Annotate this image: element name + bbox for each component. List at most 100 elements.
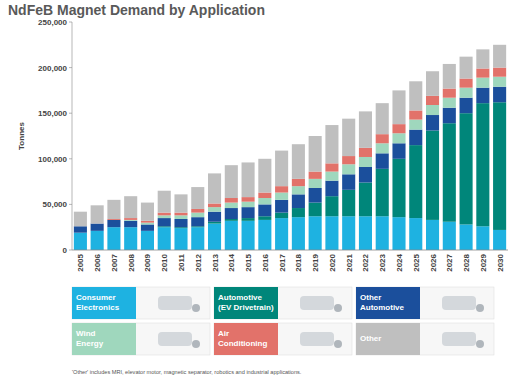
x-tick-label: 2024	[395, 253, 404, 271]
x-tick-label: 2006	[93, 253, 102, 271]
bar	[191, 209, 204, 213]
bar	[426, 115, 439, 131]
bar	[174, 215, 187, 219]
bar	[292, 194, 305, 208]
bar	[309, 179, 322, 188]
bar	[158, 215, 171, 218]
bar	[342, 216, 355, 250]
bar	[493, 87, 506, 103]
legend-item: Automotive(EV Drivetrain)	[214, 287, 352, 319]
x-tick-label: 2010	[160, 253, 169, 271]
x-tick-label: 2019	[311, 253, 320, 271]
legend-swatch	[356, 287, 420, 319]
legend-box	[214, 323, 352, 355]
legend-label-line: Conditioning	[218, 339, 267, 348]
y-axis	[72, 22, 73, 250]
legend-label: OtherAutomotive	[360, 293, 405, 312]
x-tick-label: 2013	[211, 253, 220, 271]
y-tick	[69, 67, 72, 68]
bar	[325, 216, 338, 250]
bar	[141, 221, 154, 223]
bar	[392, 90, 405, 124]
bar	[325, 125, 338, 163]
x-tick-label: 2005	[76, 253, 85, 271]
bar	[426, 105, 439, 115]
bar	[107, 220, 120, 227]
bar	[342, 164, 355, 174]
legend-label-line: Electronics	[76, 303, 120, 312]
bar	[376, 103, 389, 134]
bar	[493, 68, 506, 77]
bar	[409, 110, 422, 119]
x-tick-label: 2022	[361, 253, 370, 271]
legend-label-line: Wind	[76, 329, 96, 338]
y-tick-label: 0	[63, 246, 68, 255]
bar	[443, 108, 456, 124]
x-tick-label: 2026	[429, 253, 438, 271]
bar	[292, 186, 305, 194]
bar	[275, 193, 288, 200]
bar	[376, 169, 389, 216]
legend-swatch	[72, 287, 136, 319]
legend-label-line: Automotive	[218, 293, 263, 302]
bar	[91, 224, 104, 231]
x-tick-label: 2012	[194, 253, 203, 271]
bar	[443, 123, 456, 221]
bar	[460, 98, 473, 114]
x-tick-label: 2018	[294, 253, 303, 271]
x-tick-label: 2007	[110, 253, 119, 271]
bar	[208, 207, 221, 212]
bar	[426, 96, 439, 105]
bar	[174, 194, 187, 212]
bar	[258, 198, 271, 204]
bar	[174, 213, 187, 216]
bar	[107, 219, 120, 220]
bar	[292, 144, 305, 179]
bar	[426, 131, 439, 220]
footnote: 'Other' includes MRI, elevator motor, ma…	[72, 369, 302, 375]
bar	[292, 208, 305, 217]
x-tick-label: 2014	[227, 253, 236, 271]
bar	[124, 221, 137, 227]
y-tick-label: 100,000	[38, 155, 67, 164]
bar	[275, 218, 288, 250]
bar	[325, 163, 338, 171]
bar	[443, 98, 456, 108]
legend-icon	[158, 332, 192, 346]
legend-item: AirConditioning	[214, 323, 352, 355]
legend-label-line: (EV Drivetrain)	[218, 303, 274, 312]
bar	[258, 159, 271, 193]
y-tick	[69, 158, 72, 159]
bar	[158, 213, 171, 216]
bar	[443, 64, 456, 89]
y-tick	[69, 22, 72, 23]
x-tick-label: 2028	[462, 253, 471, 271]
x-tick-label: 2016	[261, 253, 270, 271]
legend-item: ConsumerElectronics	[72, 287, 210, 319]
legend-icon	[334, 304, 342, 312]
bar	[460, 224, 473, 250]
bar	[242, 221, 255, 250]
legend-box	[356, 323, 494, 355]
bar	[309, 216, 322, 250]
x-tick-label: 2015	[244, 253, 253, 271]
legend-swatch	[214, 287, 278, 319]
bar	[376, 216, 389, 250]
bar	[342, 174, 355, 190]
bar	[409, 145, 422, 218]
chart: NdFeB Magnet Demand by ApplicationTonnes…	[0, 0, 519, 390]
bar	[325, 181, 338, 197]
bar	[342, 119, 355, 156]
bar	[359, 148, 372, 157]
bar	[493, 45, 506, 68]
legend-icon	[476, 340, 484, 348]
bar	[242, 202, 255, 207]
x-tick-label: 2009	[143, 253, 152, 271]
bar	[191, 217, 204, 226]
y-tick-label: 200,000	[38, 64, 67, 73]
bar	[275, 186, 288, 192]
legend-icon	[158, 296, 192, 310]
bar	[325, 196, 338, 216]
bar	[74, 226, 87, 232]
bar	[275, 213, 288, 218]
